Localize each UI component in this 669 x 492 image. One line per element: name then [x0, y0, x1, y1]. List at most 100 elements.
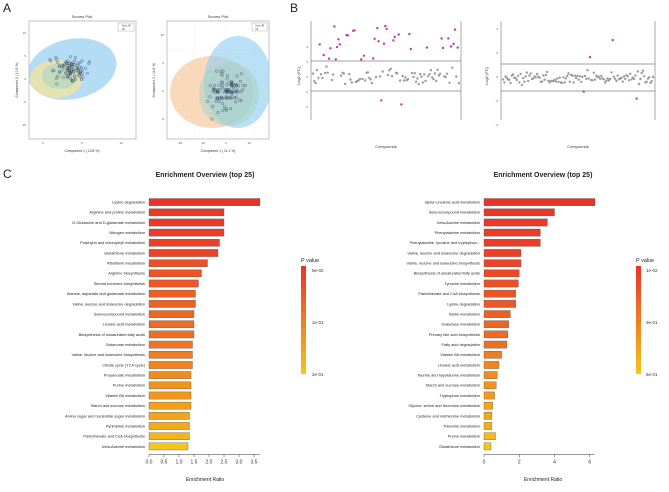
fc-point-significant	[393, 35, 396, 39]
fc-point	[390, 74, 394, 78]
fc-point	[636, 70, 640, 73]
fc-point	[557, 80, 560, 84]
fc-point	[357, 79, 360, 82]
fc-point	[315, 68, 319, 72]
fc-point-significant	[449, 45, 453, 48]
enrichment-bar	[148, 259, 208, 267]
fc-point	[535, 72, 539, 76]
fc-point	[448, 81, 451, 84]
pca-1-ytick: -5	[23, 100, 26, 104]
enrichment-category-label: Glycine, serine and threonine metabolism	[408, 403, 480, 408]
enrichment-bar	[483, 442, 492, 451]
pca-1-ytick: 0	[24, 77, 26, 81]
fc-point	[566, 74, 569, 78]
enrichment-x-tick-label: 3.0	[236, 460, 243, 466]
enrichment-category-label: Selenocompound metabolism	[429, 210, 480, 215]
enrichment-category-label: Tryptophan metabolism	[439, 393, 480, 398]
fc-point	[504, 75, 507, 78]
pca-point	[237, 98, 241, 102]
pca-point	[56, 60, 60, 64]
enrichment-bar	[148, 361, 193, 369]
fc-point	[563, 81, 566, 84]
pca-point	[216, 97, 220, 100]
enrichment-bar	[148, 249, 219, 257]
fc-point-significant	[333, 25, 336, 28]
fc-point	[574, 76, 578, 80]
enrichment-category-label: Biosynthesis of unsaturated fatty acids	[79, 332, 145, 337]
fc-point	[520, 83, 524, 87]
enrichment-2-legend-label: 3e-01	[646, 320, 658, 325]
pca-point	[54, 76, 58, 80]
enrichment-x-tick-label: 1.0	[176, 460, 183, 466]
pca-point	[214, 99, 218, 103]
enrichment-bar	[148, 351, 193, 359]
pca-point	[48, 58, 52, 62]
panel-label-a: A	[3, 1, 11, 15]
enrichment-bar	[483, 381, 497, 390]
fc-2-xlabel: Compounds	[567, 144, 589, 149]
pca-point	[221, 96, 224, 100]
enrichment-category-label: Biotin metabolism	[449, 312, 480, 317]
pca-point	[61, 64, 65, 68]
pca-point	[77, 73, 81, 77]
enrichment-bar	[148, 401, 192, 410]
fc-point	[406, 78, 410, 81]
fc-point	[650, 80, 653, 83]
pca-point	[227, 88, 231, 91]
pca-point	[229, 96, 233, 100]
fc-point	[350, 81, 353, 84]
pca-point	[220, 86, 224, 90]
enrichment-2-colorbar	[636, 266, 641, 374]
pca-point	[219, 96, 223, 100]
enrichment-bar	[148, 218, 225, 227]
fc-point	[576, 74, 579, 78]
fc-point	[614, 77, 617, 81]
pca-point	[213, 88, 217, 92]
enrichment-chart-2: Enrichment Overview (top 25) alpha-Linol…	[407, 172, 658, 483]
enrichment-chart-1: Enrichment Overview (top 25) Lysine degr…	[65, 172, 324, 483]
pca-point	[233, 89, 237, 93]
fc-point	[428, 73, 431, 76]
pca-point	[71, 63, 75, 66]
fc-point	[562, 76, 565, 79]
fc-point	[431, 76, 434, 79]
pca-point	[239, 72, 243, 76]
fc-1-xlabel: Compounds	[375, 144, 397, 149]
fc-1-ytick: 2	[306, 60, 308, 64]
fc-point	[361, 77, 364, 81]
fc-point	[311, 72, 315, 75]
enrichment-bar	[148, 198, 261, 206]
fc-point	[529, 72, 532, 75]
pca-point	[73, 78, 77, 82]
enrichment-x-tick-label: 2	[518, 460, 521, 466]
enrichment-bar	[148, 340, 193, 349]
enrichment-bar	[483, 228, 541, 237]
pca-1-xtick: 5	[81, 141, 83, 145]
fc-point	[414, 80, 418, 84]
enrichment-category-label: Thiamine metabolism	[443, 423, 480, 428]
pca-point	[216, 111, 220, 115]
fc-point-significant	[376, 27, 379, 30]
fc-point	[413, 72, 416, 75]
fc-point	[314, 81, 317, 85]
pca-point	[237, 84, 240, 88]
enrichment-bar	[483, 340, 508, 349]
pca-point	[224, 90, 228, 94]
enrichment-category-label: Phenylalanine, tyrosine and tryptophan..…	[409, 240, 480, 245]
pca-point	[213, 91, 217, 94]
pca-point	[66, 59, 70, 63]
enrichment-bar	[148, 330, 195, 339]
pca-point	[73, 59, 77, 63]
pca-point	[76, 62, 80, 66]
fc-point	[610, 71, 613, 74]
fc-point-significant	[372, 57, 375, 60]
fc-point	[645, 80, 648, 84]
pca-point	[222, 90, 226, 94]
pca-point	[84, 66, 88, 70]
enrichment-bar	[483, 422, 493, 430]
fc-point	[528, 74, 531, 77]
fc-point	[511, 73, 515, 76]
enrichment-category-label: Selenocompound metabolism	[94, 312, 145, 317]
pca-point	[241, 88, 245, 92]
pca-1-xlabel: Component 1 ( 13.8 %)	[64, 149, 99, 153]
